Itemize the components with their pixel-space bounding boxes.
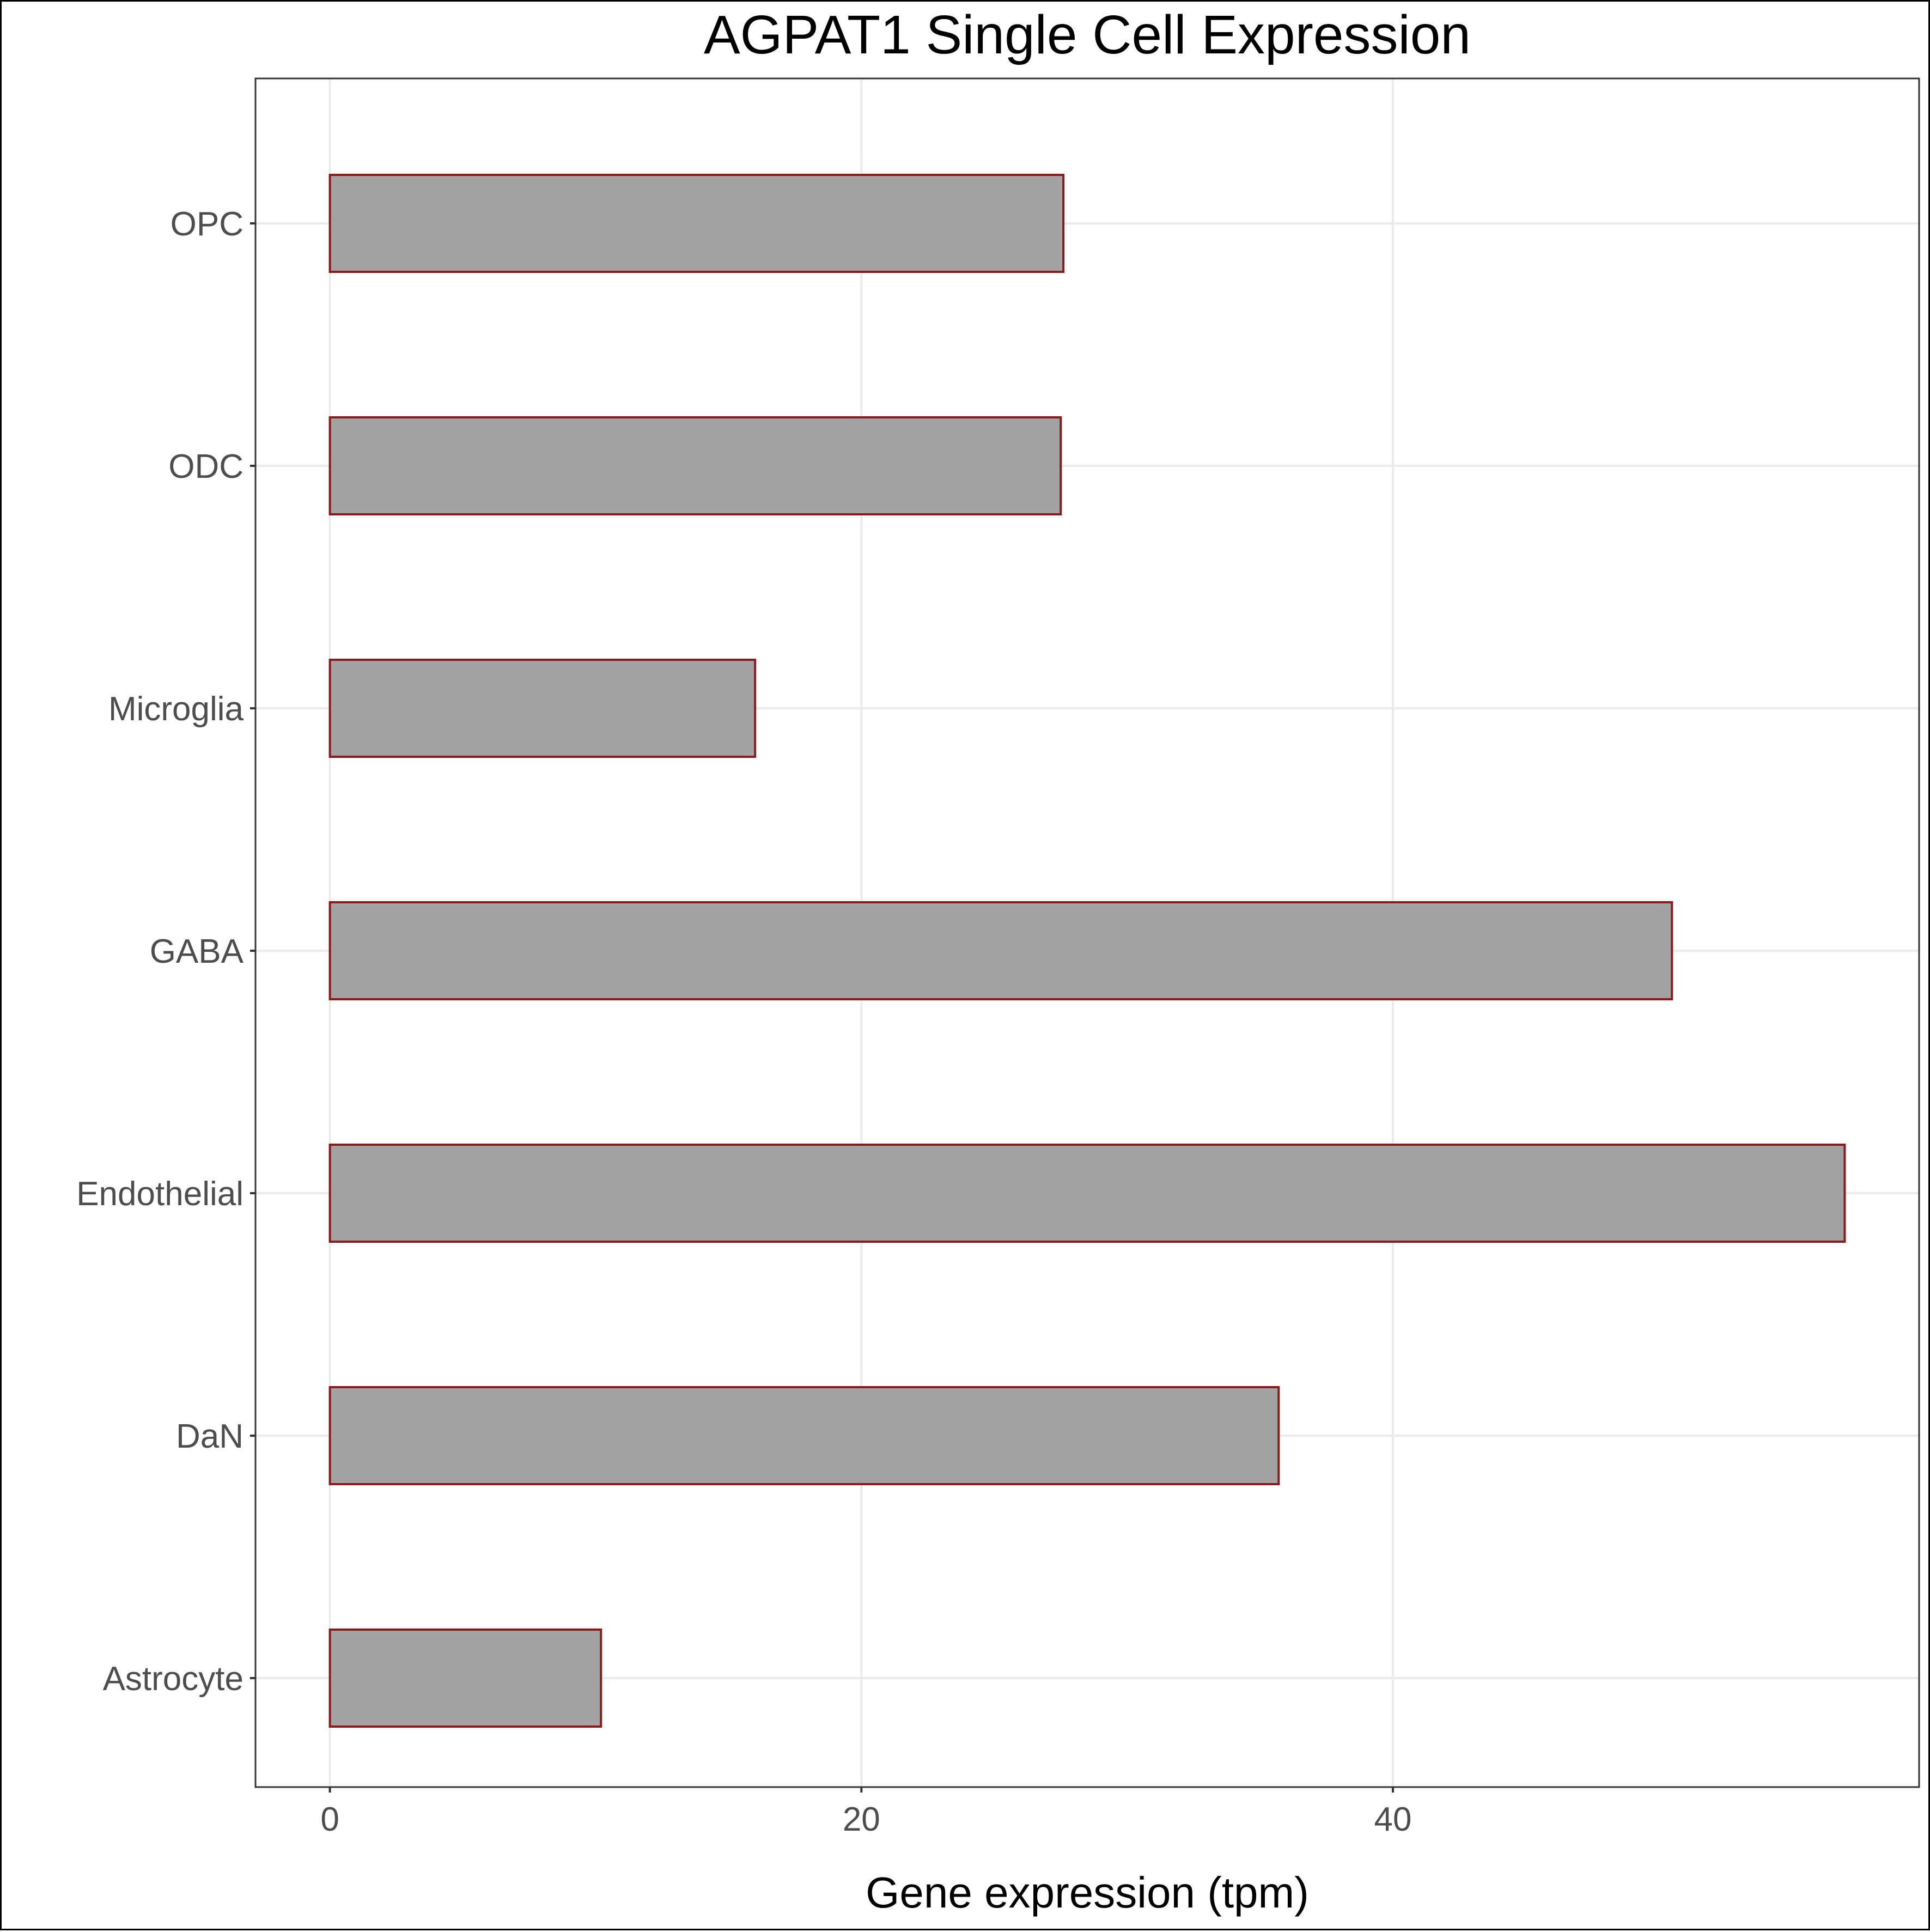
y-tick-label-odc: ODC — [168, 448, 243, 485]
bar-odc — [328, 416, 1062, 515]
bars — [328, 174, 1846, 1728]
bar-gaba — [328, 901, 1673, 1000]
x-axis-ticks: 0 20 40 — [320, 1787, 1412, 1838]
chart-title: AGPAT1 Single Cell Expression — [704, 4, 1471, 65]
bar-microglia — [328, 659, 757, 758]
y-axis-ticks: Astrocyte DaN Endothelial GABA Microglia ODC O… — [76, 205, 255, 1698]
y-tick-label-dan: DaN — [176, 1418, 243, 1455]
y-tick-label-microglia: Microglia — [108, 690, 244, 728]
y-tick-label-gaba: GABA — [150, 933, 244, 970]
bar-endothelial — [328, 1144, 1846, 1243]
bar-opc — [328, 174, 1065, 273]
y-tick-label-opc: OPC — [171, 205, 243, 243]
x-tick-label: 20 — [843, 1801, 880, 1838]
x-tick-label: 40 — [1374, 1801, 1412, 1838]
plot-panel-border — [254, 77, 1920, 1788]
x-tick-label: 0 — [320, 1801, 339, 1838]
x-axis-title: Gene expression (tpm) — [866, 1868, 1309, 1917]
bar-dan — [328, 1386, 1280, 1485]
y-tick-label-endothelial: Endothelial — [76, 1175, 243, 1213]
y-tick-label-astrocyte: Astrocyte — [103, 1660, 243, 1698]
bar-astrocyte — [328, 1629, 602, 1728]
